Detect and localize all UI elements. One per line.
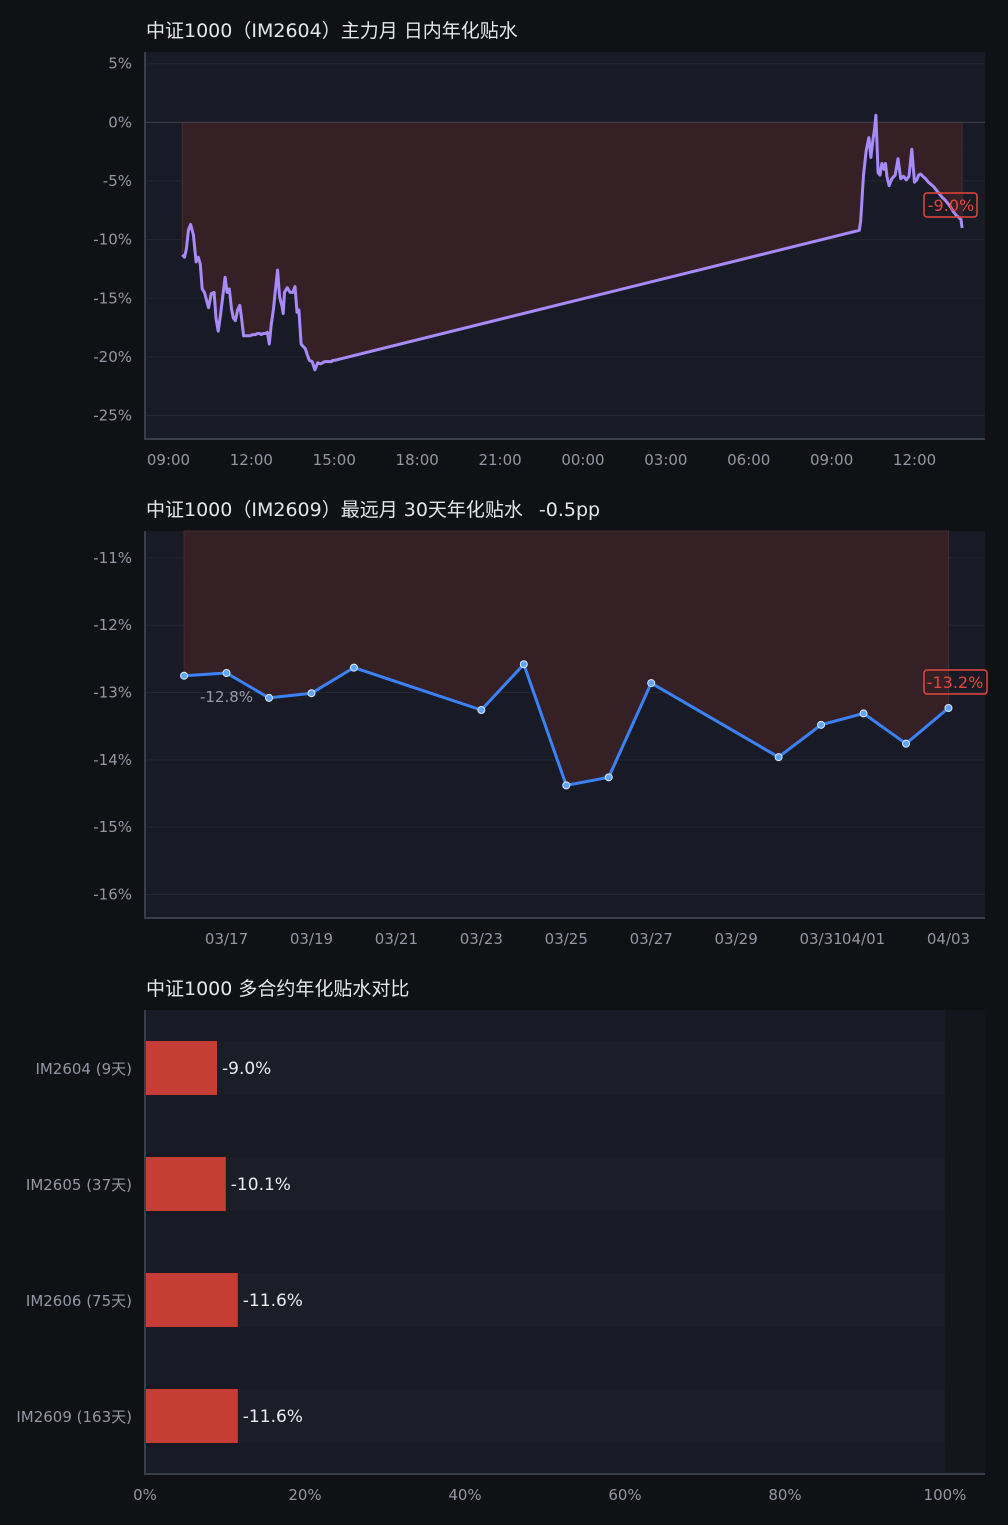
- intraday-axis-frame: [144, 52, 985, 440]
- far-month-data-point: [604, 773, 613, 782]
- multi-contract-bar-value-label: -11.6%: [243, 1407, 303, 1427]
- intraday-last-value-label: -9.0%: [928, 196, 974, 215]
- multi-contract-x-tick-label: 100%: [924, 1486, 967, 1504]
- far-month-y-tick-label: -13%: [93, 684, 132, 702]
- intraday-x-tick-label: 12:00: [230, 451, 273, 469]
- multi-contract-x-tick-label: 60%: [608, 1486, 641, 1504]
- far-month-data-point: [477, 706, 486, 715]
- intraday-y-tick-label: -15%: [93, 289, 132, 307]
- multi-contract-chart-title: 中证1000 多合约年化贴水对比: [146, 978, 409, 1000]
- far-month-title-text: 中证1000（IM2609）最远月 30天年化贴水: [146, 499, 523, 521]
- intraday-y-tick-label: -5%: [103, 172, 132, 190]
- multi-contract-row-band: [145, 1041, 945, 1095]
- far-month-data-point: [944, 704, 953, 713]
- far-month-x-tick-label: 03/25: [545, 930, 588, 948]
- intraday-y-tick-label: -10%: [93, 231, 132, 249]
- multi-contract-bar: [145, 1041, 217, 1095]
- far-month-x-tick-label: 04/01: [842, 930, 885, 948]
- far-month-data-point: [349, 663, 358, 672]
- far-month-data-point: [222, 669, 231, 678]
- intraday-discount-chart: 中证1000（IM2604）主力月 日内年化贴水 5% 0% -5% -10% -15%…: [93, 20, 985, 469]
- intraday-x-tick-label: 00:00: [561, 451, 604, 469]
- multi-contract-x-tick-label: 0%: [133, 1486, 157, 1504]
- far-month-x-tick-label: 03/29: [715, 930, 758, 948]
- far-month-data-point: [562, 781, 571, 790]
- far-month-data-point: [817, 720, 826, 729]
- intraday-y-tick-label: -25%: [93, 407, 132, 425]
- multi-contract-bar-value-label: -10.1%: [231, 1175, 291, 1195]
- intraday-x-tick-label: 15:00: [313, 451, 356, 469]
- intraday-series-line: [181, 113, 964, 372]
- intraday-y-tick-label: 5%: [108, 55, 132, 73]
- intraday-y-tick-label: 0%: [108, 113, 132, 131]
- far-month-data-point: [774, 753, 783, 762]
- far-month-change-value: -0.5pp: [539, 499, 600, 521]
- multi-contract-row-band: [145, 1157, 945, 1211]
- intraday-x-tick-label: 18:00: [396, 451, 439, 469]
- far-month-data-point: [859, 709, 868, 718]
- multi-contract-category-label: IM2606 (75天): [26, 1292, 132, 1310]
- far-month-y-tick-label: -16%: [93, 885, 132, 903]
- multi-contract-row-band: [145, 1273, 945, 1327]
- far-month-data-point: [265, 693, 274, 702]
- far-month-y-tick-label: -15%: [93, 818, 132, 836]
- intraday-x-tick-label: 09:00: [147, 451, 190, 469]
- intraday-chart-title: 中证1000（IM2604）主力月 日内年化贴水: [146, 20, 518, 42]
- multi-contract-bar-value-label: -9.0%: [222, 1059, 271, 1079]
- far-month-x-tick-label: 04/03: [927, 930, 970, 948]
- far-month-y-tick-label: -11%: [93, 549, 132, 567]
- far-month-x-tick-label: 03/17: [205, 930, 248, 948]
- far-month-axis-frame: [144, 531, 985, 919]
- far-month-chart-title: 中证1000（IM2609）最远月 30天年化贴水 -0.5pp: [146, 499, 600, 521]
- far-month-y-tick-label: -12%: [93, 616, 132, 634]
- multi-contract-row-band: [145, 1389, 945, 1443]
- far-month-last-value-label: -13.2%: [927, 673, 984, 692]
- multi-contract-x-tick-label: 40%: [448, 1486, 481, 1504]
- multi-contract-x-tick-label: 20%: [288, 1486, 321, 1504]
- intraday-last-value-callout: -9.0%: [923, 192, 978, 218]
- intraday-x-tick-label: 21:00: [478, 451, 521, 469]
- multi-contract-bar-value-label: -11.6%: [243, 1291, 303, 1311]
- far-month-x-tick-label: 03/31: [799, 930, 842, 948]
- intraday-last-value-box: [923, 192, 978, 218]
- far-month-data-point: [647, 679, 656, 688]
- intraday-x-tick-label: 09:00: [810, 451, 853, 469]
- far-month-x-tick-label: 03/19: [290, 930, 333, 948]
- intraday-x-tick-label: 12:00: [893, 451, 936, 469]
- multi-contract-bar: [145, 1157, 226, 1211]
- far-month-x-tick-label: 03/23: [460, 930, 503, 948]
- far-month-last-value-box: [923, 669, 988, 695]
- multi-contract-category-label: IM2609 (163天): [16, 1408, 132, 1426]
- far-month-data-point: [902, 739, 911, 748]
- multi-contract-bar: [145, 1389, 238, 1443]
- far-month-data-point: [180, 671, 189, 680]
- far-month-x-tick-label: 03/27: [630, 930, 673, 948]
- multi-contract-bar: [145, 1273, 238, 1327]
- far-month-first-value-label: -12.8%: [200, 688, 253, 706]
- multi-contract-axis-frame: [144, 1010, 985, 1475]
- multi-contract-x-tick-label: 80%: [768, 1486, 801, 1504]
- intraday-y-tick-label: -20%: [93, 348, 132, 366]
- intraday-x-tick-label: 06:00: [727, 451, 770, 469]
- far-month-data-point: [307, 689, 316, 698]
- multi-contract-category-label: IM2605 (37天): [26, 1176, 132, 1194]
- multi-contract-overflow-region: [945, 1010, 985, 1474]
- far-month-last-value-callout: -13.2%: [923, 669, 988, 695]
- far-month-discount-chart: 中证1000（IM2609）最远月 30天年化贴水 -0.5pp -11% -12%…: [93, 499, 988, 948]
- far-month-x-tick-label: 03/21: [375, 930, 418, 948]
- far-month-data-point: [519, 660, 528, 669]
- multi-contract-category-label: IM2604 (9天): [35, 1060, 132, 1078]
- intraday-x-tick-label: 03:00: [644, 451, 687, 469]
- far-month-y-tick-label: -14%: [93, 751, 132, 769]
- multi-contract-chart: 中证1000 多合约年化贴水对比 -9.0% -10.1% -11.6% -11.6%…: [16, 978, 985, 1504]
